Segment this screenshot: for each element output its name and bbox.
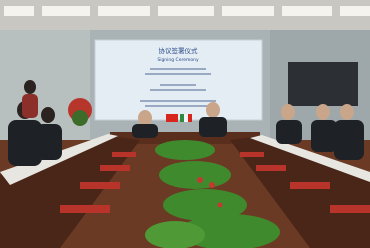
flower-arrangement [72,110,88,126]
flag [184,114,188,122]
photo-scene: 协议签署仪式 Signing Ceremony [0,0,370,248]
flag [166,114,178,122]
tv-monitor [288,62,358,106]
ceiling-lights [4,6,370,16]
flag [180,114,184,122]
screen-subtitle: Signing Ceremony [157,57,199,63]
screen-title: 协议签署仪式 [159,46,199,55]
flag [188,114,192,122]
